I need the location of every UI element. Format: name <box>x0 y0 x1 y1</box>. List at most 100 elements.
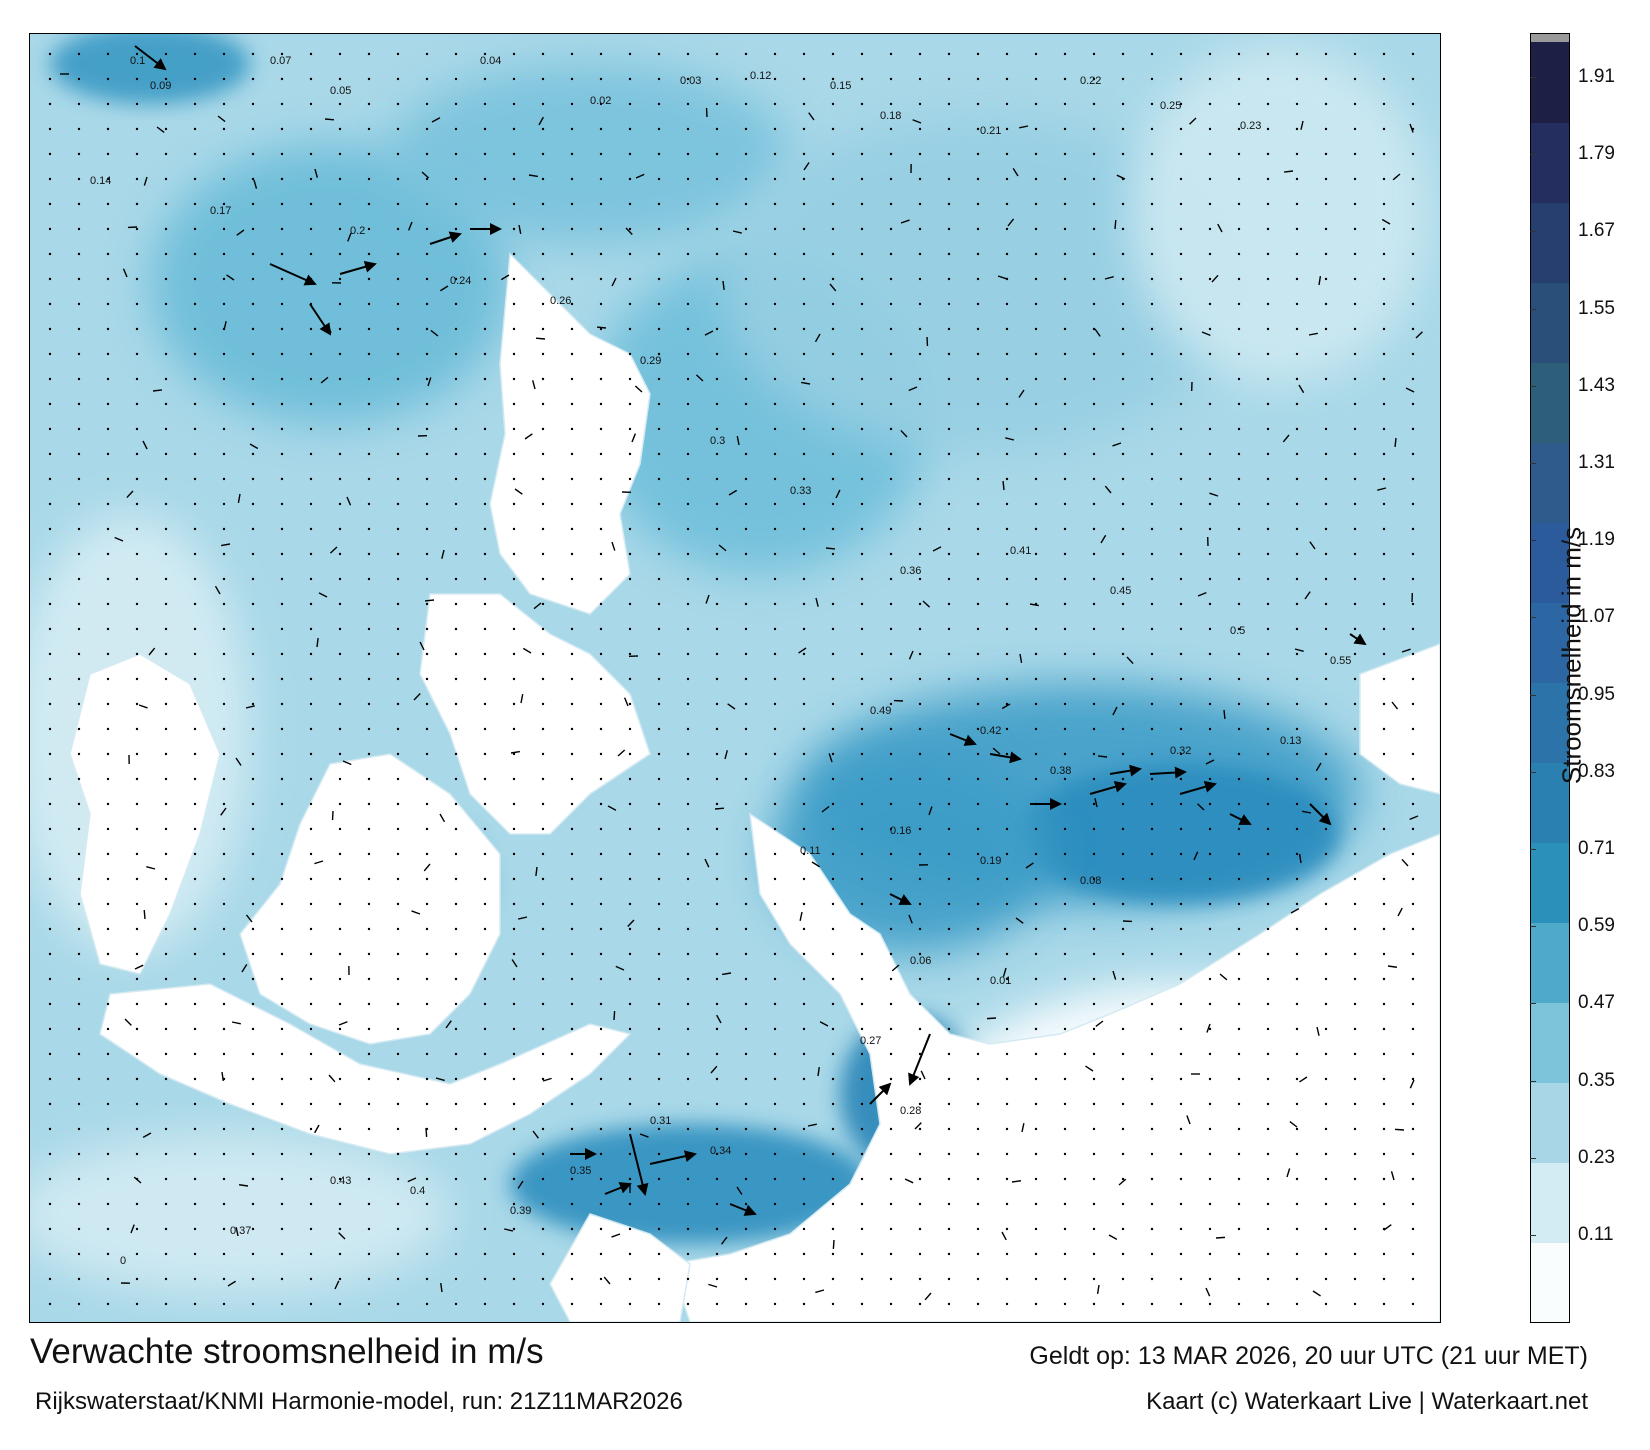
grid-dot <box>541 677 545 681</box>
current-value-label: 0.04 <box>480 55 501 67</box>
grid-dot <box>425 1102 429 1106</box>
grid-dot <box>831 1252 835 1256</box>
grid-dot <box>599 777 603 781</box>
grid-dot <box>1295 402 1299 406</box>
grid-dot <box>1179 702 1183 706</box>
grid-dot <box>1179 977 1183 981</box>
grid-dot <box>628 602 632 606</box>
grid-dot <box>599 152 603 156</box>
grid-dot <box>396 527 400 531</box>
grid-dot <box>512 552 516 556</box>
grid-dot <box>860 1302 864 1306</box>
grid-dot <box>280 1127 284 1131</box>
colorbar-tick-mark <box>1530 1003 1536 1005</box>
grid-dot <box>1150 1152 1154 1156</box>
grid-dot <box>1382 452 1386 456</box>
grid-dot <box>48 602 52 606</box>
grid-dot <box>541 1052 545 1056</box>
grid-dot <box>541 827 545 831</box>
grid-dot <box>309 1002 313 1006</box>
grid-dot <box>164 427 168 431</box>
grid-dot <box>744 152 748 156</box>
current-vector <box>1104 485 1112 494</box>
grid-dot <box>454 477 458 481</box>
current-arrow <box>429 231 462 245</box>
grid-dot <box>512 977 516 981</box>
grid-dot <box>1324 177 1328 181</box>
current-value-label: 0.2 <box>350 225 365 237</box>
grid-dot <box>860 1202 864 1206</box>
grid-dot <box>1411 677 1415 681</box>
grid-dot <box>1034 327 1038 331</box>
current-vector <box>347 232 352 242</box>
grid-dot <box>744 452 748 456</box>
grid-dot <box>1237 227 1241 231</box>
grid-dot <box>628 1027 632 1031</box>
grid-dot <box>1063 702 1067 706</box>
grid-dot <box>802 1127 806 1131</box>
grid-dot <box>1295 452 1299 456</box>
grid-dot <box>831 802 835 806</box>
grid-dot <box>48 227 52 231</box>
grid-dot <box>889 402 893 406</box>
grid-dot <box>396 1302 400 1306</box>
grid-dot <box>309 377 313 381</box>
grid-dot <box>1382 327 1386 331</box>
grid-dot <box>222 52 226 56</box>
grid-dot <box>599 552 603 556</box>
current-speed-map[interactable]: 0.1 0.09 0.07 0.05 0.04 0.02 0.03 0.12 0.15 0.18 0… <box>29 33 1441 1323</box>
current-vector <box>727 703 736 710</box>
grid-dot <box>715 652 719 656</box>
grid-dot <box>947 1077 951 1081</box>
grid-dot <box>309 227 313 231</box>
grid-dot <box>425 77 429 81</box>
grid-dot <box>1063 352 1067 356</box>
grid-dot <box>135 452 139 456</box>
grid-dot <box>947 1002 951 1006</box>
current-vector <box>708 1283 718 1288</box>
current-vector <box>821 805 830 813</box>
grid-dot <box>715 727 719 731</box>
current-vector <box>1387 965 1398 968</box>
grid-dot <box>48 152 52 156</box>
grid-dot <box>918 527 922 531</box>
grid-dot <box>425 1152 429 1156</box>
current-vector <box>1392 173 1401 181</box>
grid-dot <box>1179 402 1183 406</box>
grid-dot <box>599 1102 603 1106</box>
grid-dot <box>1266 852 1270 856</box>
grid-dot <box>251 402 255 406</box>
grid-dot <box>1237 1102 1241 1106</box>
grid-dot <box>1063 652 1067 656</box>
grid-dot <box>1411 102 1415 106</box>
grid-dot <box>715 227 719 231</box>
grid-dot <box>599 377 603 381</box>
current-value-label: 0.43 <box>330 1175 351 1187</box>
grid-dot <box>280 777 284 781</box>
current-vector <box>1312 1290 1321 1297</box>
grid-dot <box>773 227 777 231</box>
grid-dot <box>744 202 748 206</box>
grid-dot <box>77 702 81 706</box>
grid-dot <box>48 1077 52 1081</box>
grid-dot <box>773 627 777 631</box>
colorbar-tick-mark <box>1530 1235 1536 1236</box>
grid-dot <box>309 327 313 331</box>
grid-dot <box>1150 952 1154 956</box>
grid-dot <box>860 252 864 256</box>
grid-dot <box>1382 752 1386 756</box>
grid-dot <box>1150 102 1154 106</box>
grid-dot <box>1295 127 1299 131</box>
grid-dot <box>1092 202 1096 206</box>
current-vector <box>334 1280 340 1290</box>
grid-dot <box>164 877 168 881</box>
grid-dot <box>976 152 980 156</box>
grid-dot <box>135 927 139 931</box>
grid-dot <box>1295 52 1299 56</box>
grid-dot <box>251 352 255 356</box>
current-vector <box>1401 858 1409 867</box>
grid-dot <box>1295 1077 1299 1081</box>
grid-dot <box>918 77 922 81</box>
grid-dot <box>715 402 719 406</box>
grid-dot <box>744 477 748 481</box>
